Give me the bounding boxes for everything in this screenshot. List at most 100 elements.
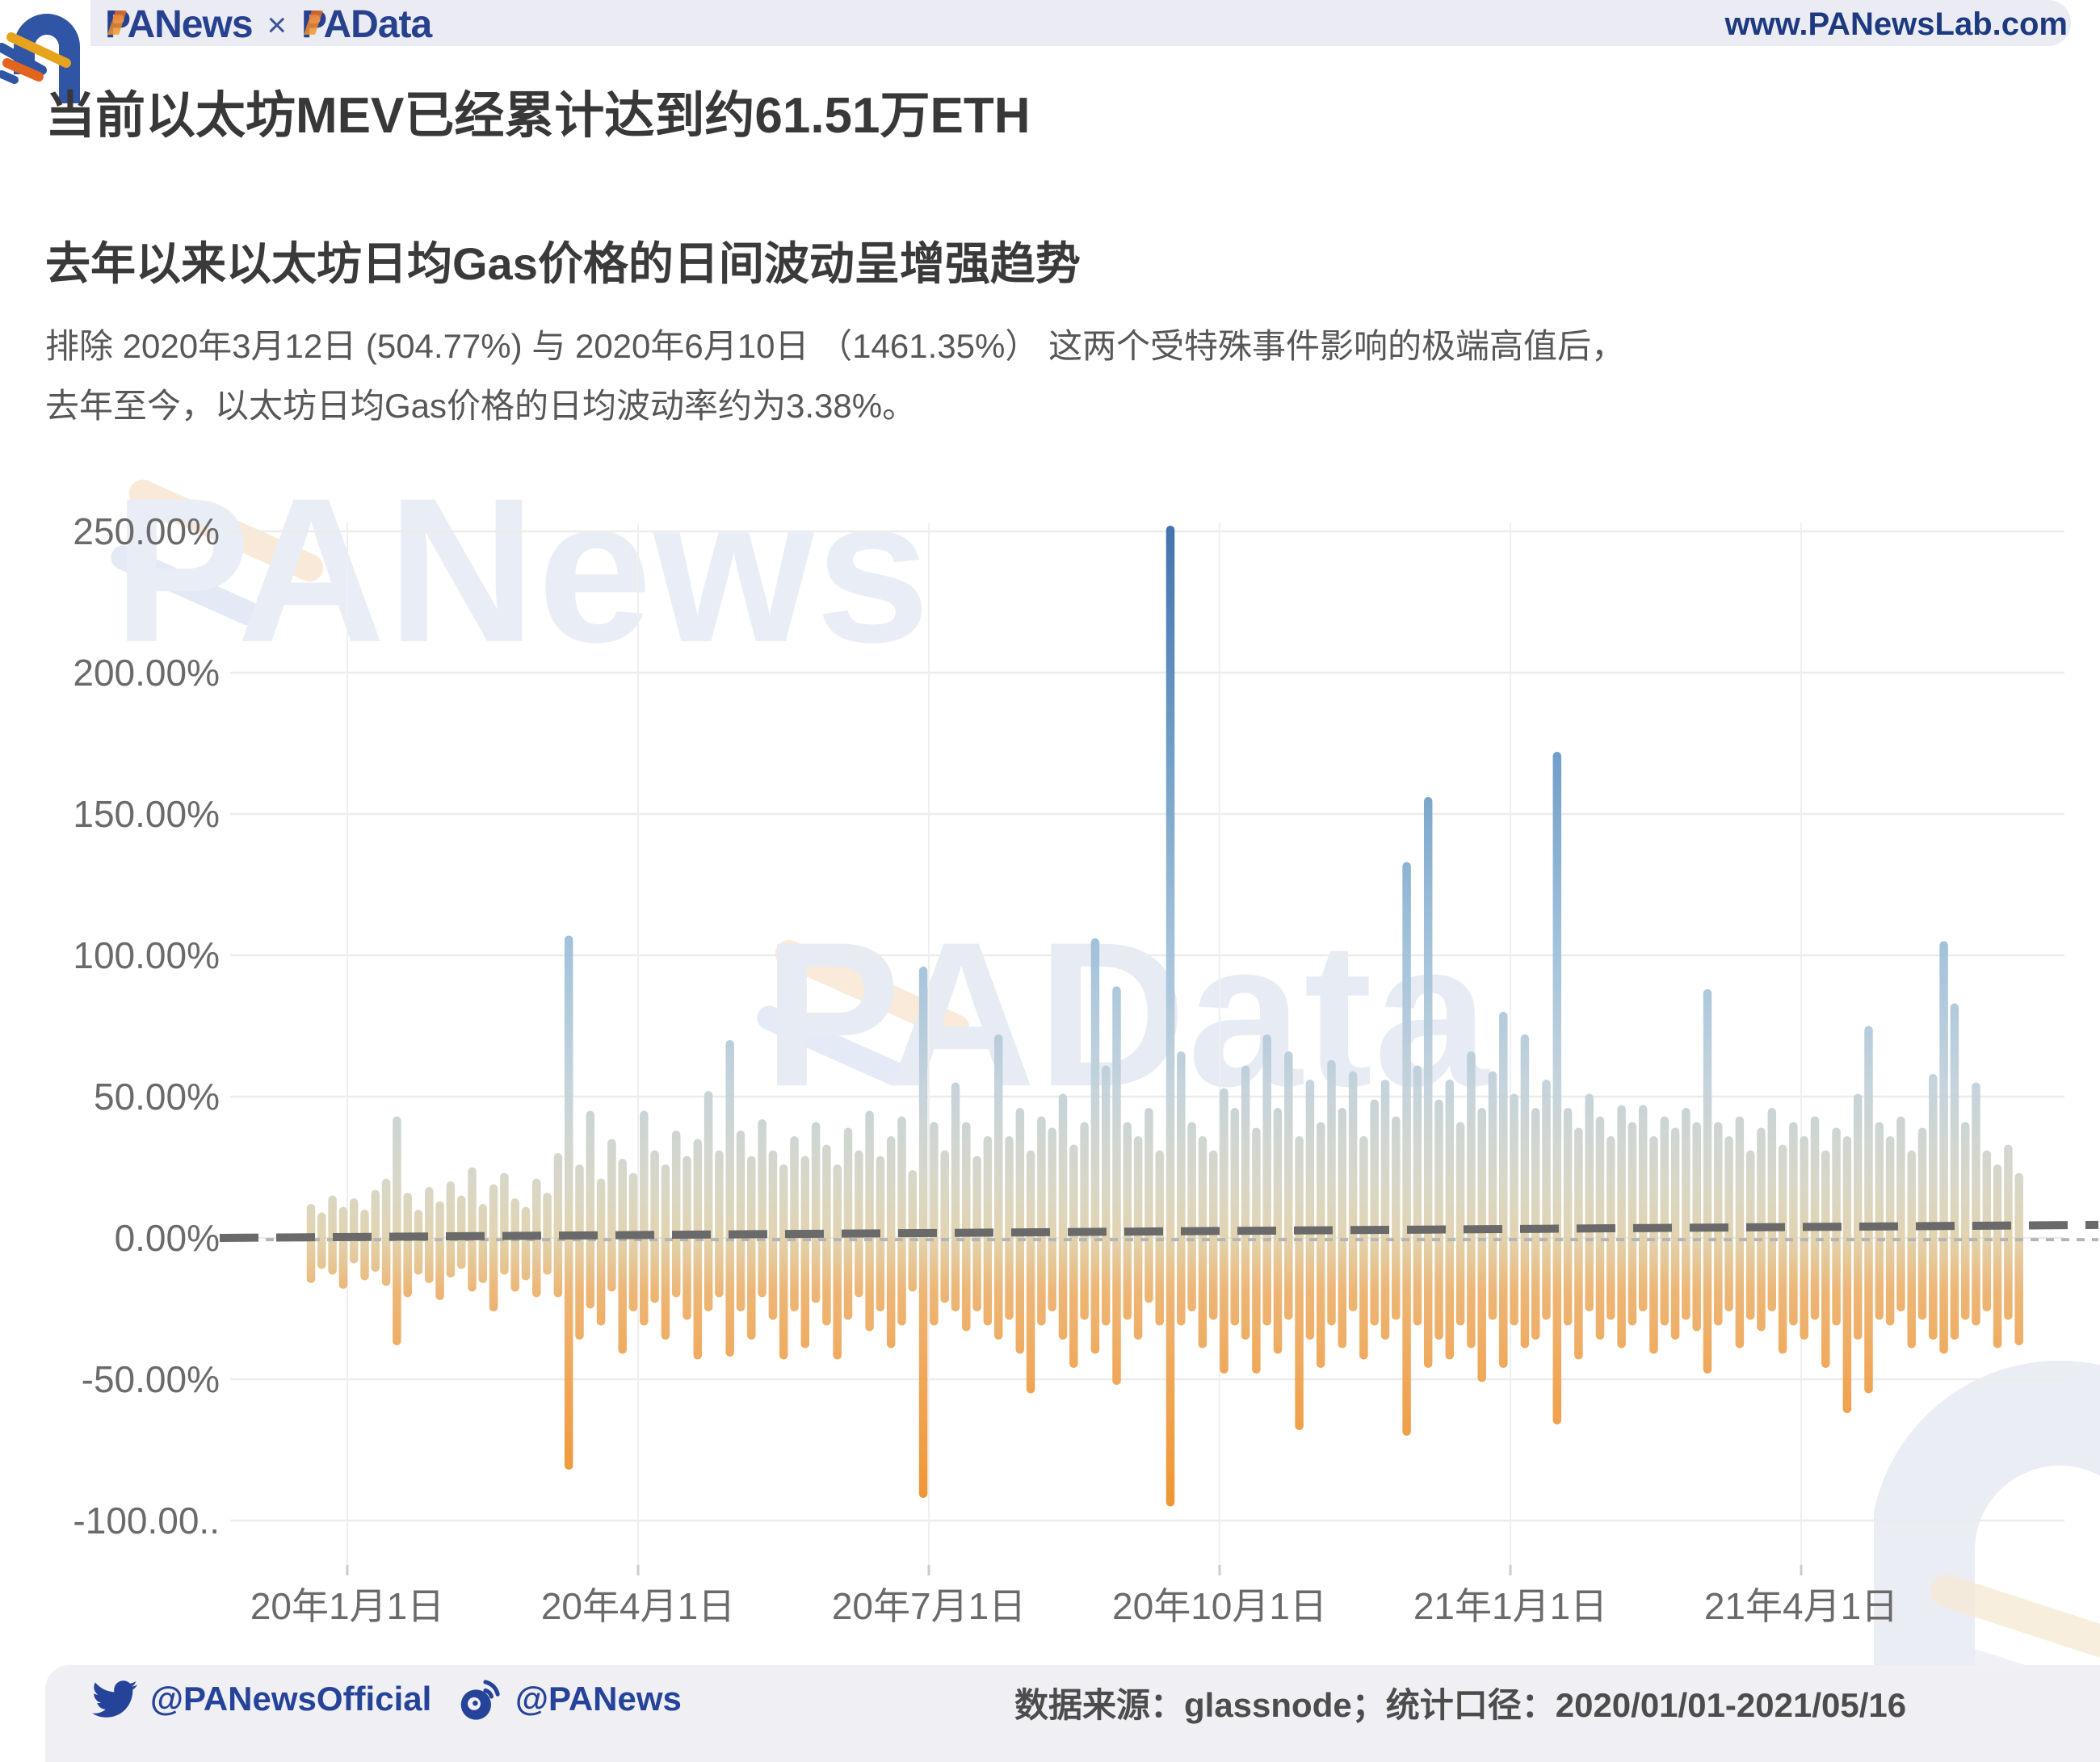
range-bar	[1552, 752, 1562, 1424]
range-bar	[1628, 1122, 1637, 1326]
range-bar	[1359, 1136, 1368, 1360]
twitter-handle-label: @PANewsOfficial	[150, 1680, 432, 1718]
watermark-panews: PANews	[113, 455, 932, 686]
brand-separator-icon: ×	[267, 5, 288, 44]
range-bar	[500, 1173, 509, 1275]
range-bar	[1026, 1150, 1035, 1394]
range-bar	[822, 1144, 831, 1326]
chart-description: 排除 2020年3月12日 (504.77%) 与 2020年6月10日 （14…	[45, 317, 2064, 436]
range-bar	[800, 1156, 810, 1349]
range-bar	[1735, 1116, 1745, 1349]
range-bar	[1220, 1088, 1228, 1374]
range-bar	[317, 1212, 326, 1269]
range-bar	[940, 1150, 949, 1303]
range-bar	[1993, 1164, 2002, 1349]
range-bar	[1907, 1150, 1916, 1349]
range-bar	[993, 1034, 1003, 1340]
site-url[interactable]: www.PANewsLab.com	[1724, 6, 2068, 42]
range-bar	[897, 1116, 906, 1326]
range-bar	[650, 1150, 659, 1303]
twitter-handle[interactable]: @PANewsOfficial	[92, 1676, 431, 1722]
range-bar	[1187, 1122, 1196, 1311]
range-bar	[306, 1204, 316, 1283]
range-bar	[1789, 1122, 1798, 1326]
x-tick-label: 20年7月1日	[832, 1585, 1026, 1627]
panews-logo-icon	[0, 14, 80, 103]
range-bar	[1005, 1136, 1014, 1320]
range-bar	[1703, 989, 1712, 1374]
range-bar	[1960, 1122, 1970, 1320]
range-bar	[628, 1173, 638, 1311]
range-bar	[403, 1193, 412, 1298]
range-bar	[1090, 938, 1100, 1354]
range-bar	[1499, 1012, 1508, 1368]
range-bar	[1467, 1051, 1476, 1349]
range-bar	[640, 1110, 649, 1326]
x-tick-label: 20年1月1日	[250, 1585, 444, 1627]
range-bar	[328, 1195, 337, 1275]
range-bar	[1896, 1116, 1905, 1311]
brand-panews: PANews	[105, 3, 254, 46]
range-bar	[1875, 1122, 1884, 1320]
range-bar	[1842, 1136, 1852, 1413]
range-bar	[951, 1082, 960, 1311]
page-title: 当前以太坊MEV已经累计达到约61.51万ETH	[45, 88, 1031, 144]
range-bar	[1821, 1150, 1830, 1368]
y-tick-label: 150.00%	[73, 793, 220, 835]
range-bar	[1682, 1108, 1690, 1320]
range-bar	[1972, 1082, 1980, 1326]
range-bar	[790, 1136, 799, 1311]
range-bar	[747, 1156, 756, 1340]
range-bar	[1370, 1099, 1379, 1326]
range-bar	[1058, 1093, 1068, 1340]
range-bar	[1155, 1150, 1164, 1326]
range-bar	[1638, 1105, 1648, 1311]
range-bar	[489, 1184, 498, 1311]
chart-description-line2: 去年至今，以太坊日均Gas价格的日均波动率约为3.38%。	[45, 387, 917, 425]
trend-dashed	[219, 1220, 2099, 1242]
y-tick-label: 200.00%	[73, 652, 220, 694]
range-bar	[768, 1150, 778, 1320]
range-bar	[1413, 1065, 1422, 1326]
range-bar	[618, 1159, 627, 1354]
range-bar	[1445, 1080, 1455, 1360]
range-bar	[1520, 1034, 1530, 1349]
range-bar	[521, 1206, 531, 1281]
range-bar	[855, 1150, 863, 1298]
brand-padata: PAData	[301, 3, 432, 46]
weibo-handle[interactable]: @PANews	[457, 1676, 682, 1722]
range-bar	[1939, 941, 1948, 1354]
range-bar	[575, 1164, 584, 1340]
y-tick-label: 100.00%	[73, 934, 220, 976]
range-bar	[1477, 1108, 1486, 1382]
chart-trend-lines	[219, 1220, 2099, 1242]
twitter-icon	[92, 1680, 137, 1718]
brand-wordmark: PANews × PAData	[105, 2, 432, 48]
range-bar	[446, 1181, 456, 1277]
range-bar	[1488, 1071, 1497, 1320]
chart-tick-labels: 250.00% 200.00% 150.00% 100.00% 50.00% 0.00% -…	[73, 510, 1898, 1627]
range-bar	[1348, 1071, 1358, 1311]
range-bar	[1800, 1136, 1808, 1340]
y-tick-label: 0.00%	[115, 1217, 220, 1259]
range-bar	[1177, 1051, 1186, 1326]
range-bar	[1123, 1122, 1132, 1320]
range-bar	[1208, 1150, 1218, 1320]
range-bar	[661, 1164, 670, 1340]
range-bar	[1574, 1127, 1583, 1360]
range-bar	[1542, 1080, 1551, 1320]
range-bar	[2014, 1173, 2023, 1345]
range-bar	[1144, 1108, 1153, 1303]
range-bar	[371, 1189, 380, 1272]
gas-volatility-chart: 250.00% 200.00% 150.00% 100.00% 50.00% 0.00% -…	[73, 510, 2099, 1627]
range-bar	[381, 1178, 391, 1286]
chart-title: 去年以来以太坊日均Gas价格的日间波动呈增强趋势	[45, 238, 1081, 289]
range-bar	[1198, 1136, 1208, 1349]
range-bar	[1745, 1150, 1755, 1320]
range-bar	[1069, 1144, 1078, 1368]
y-tick-label: -100.00..	[73, 1500, 220, 1542]
range-bar	[393, 1116, 401, 1345]
range-bar	[1510, 1093, 1518, 1326]
range-bar	[349, 1198, 359, 1264]
x-tick-label: 21年1月1日	[1413, 1585, 1607, 1627]
